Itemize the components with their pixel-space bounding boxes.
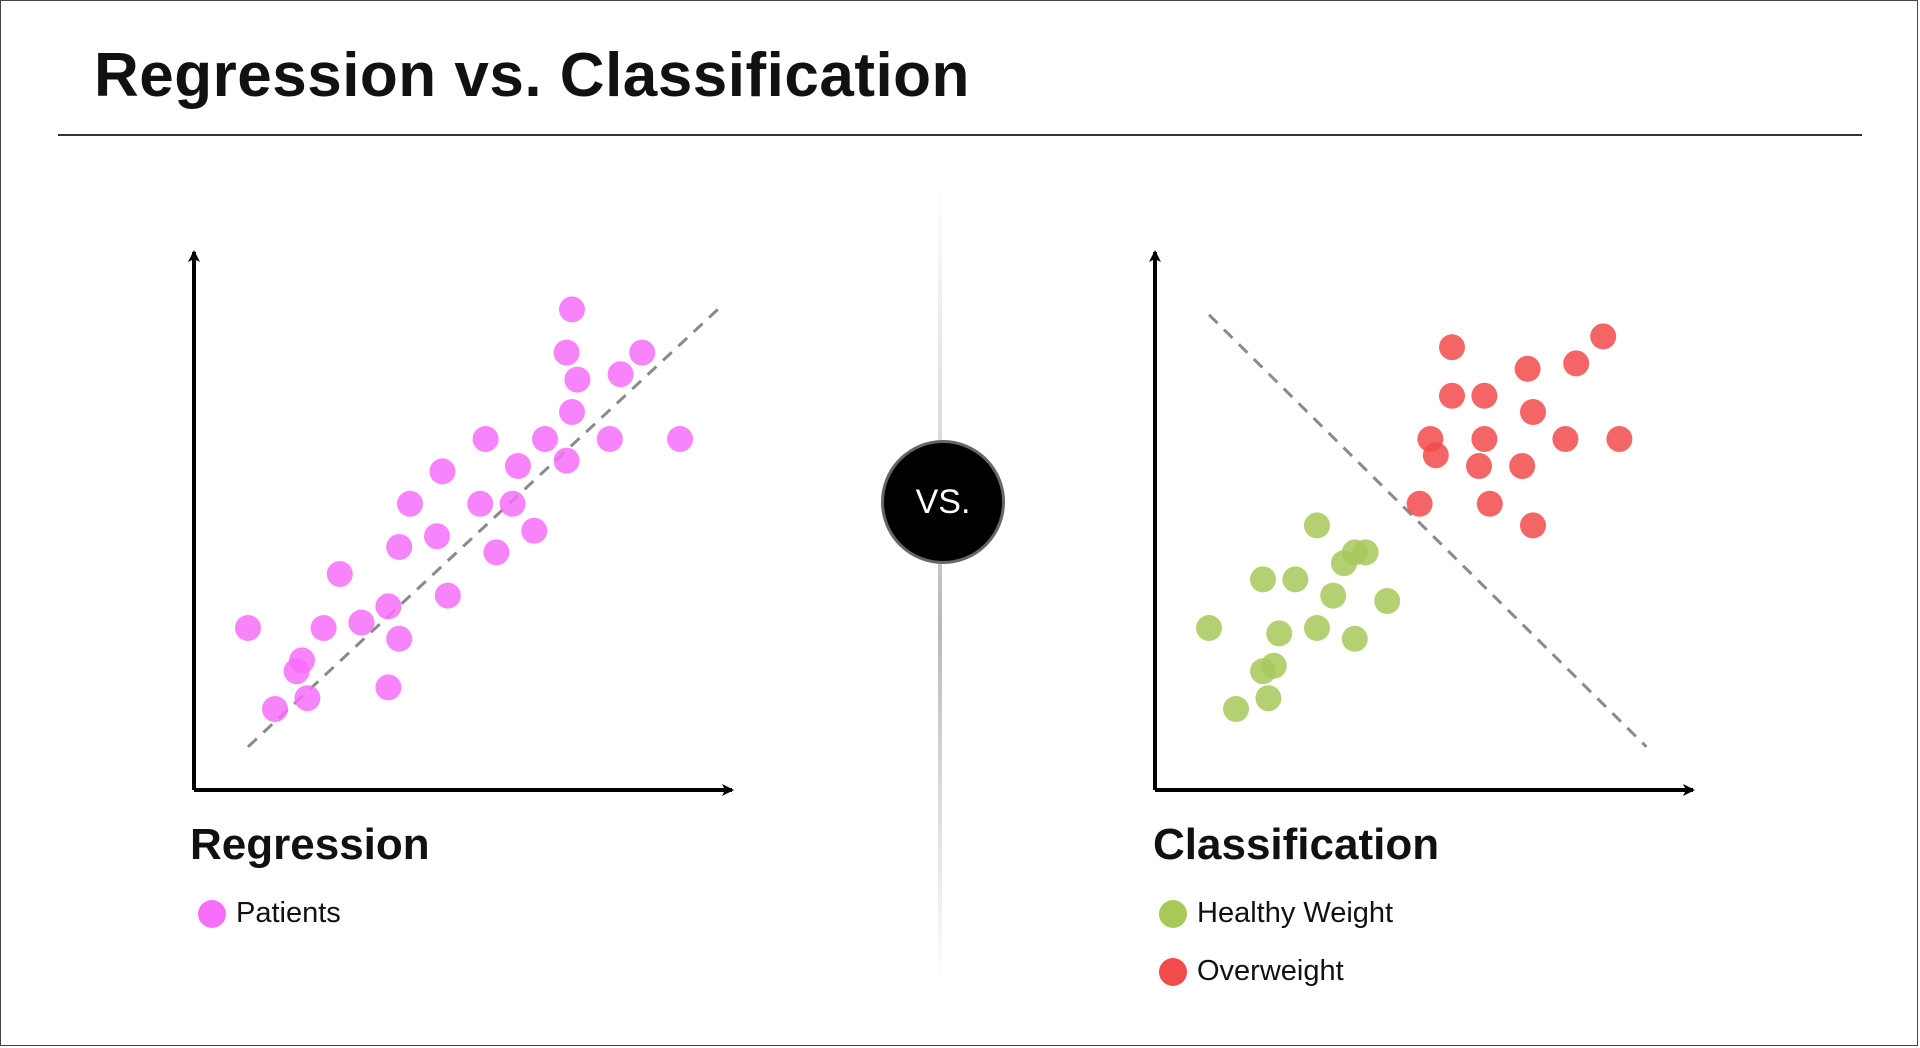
page-title: Regression vs. Classification bbox=[94, 41, 970, 110]
data-point-healthy-weight bbox=[1282, 566, 1309, 593]
legend-item-healthy-weight: Healthy Weight bbox=[1159, 897, 1393, 930]
data-point-patients bbox=[596, 426, 623, 452]
data-point-healthy-weight bbox=[1304, 512, 1330, 539]
data-point-healthy-weight bbox=[1196, 615, 1222, 641]
legend-label-healthy-weight: Healthy Weight bbox=[1197, 897, 1394, 929]
data-point-patients bbox=[559, 399, 585, 425]
regression-trend-line bbox=[246, 308, 719, 748]
data-point-overweight bbox=[1439, 382, 1465, 409]
legend-item-overweight: Overweight bbox=[1159, 955, 1344, 988]
classification-plot bbox=[1149, 250, 1695, 796]
data-point-overweight bbox=[1520, 399, 1546, 425]
data-point-patients bbox=[499, 490, 526, 517]
legend-swatch-healthy-weight bbox=[1159, 899, 1187, 928]
data-point-overweight bbox=[1520, 512, 1546, 539]
data-point-patients bbox=[607, 361, 634, 388]
data-point-patients bbox=[505, 453, 531, 479]
data-point-patients bbox=[294, 685, 321, 712]
data-point-overweight bbox=[1552, 426, 1579, 452]
data-point-patients bbox=[326, 561, 353, 587]
data-point-healthy-weight bbox=[1374, 588, 1401, 614]
data-point-patients bbox=[283, 658, 310, 685]
data-point-patients bbox=[667, 426, 693, 452]
data-point-patients bbox=[397, 490, 423, 517]
data-point-patients bbox=[553, 339, 580, 366]
data-point-healthy-weight bbox=[1341, 625, 1368, 652]
data-point-patients bbox=[429, 458, 456, 485]
data-point-overweight bbox=[1439, 334, 1465, 361]
center-divider bbox=[938, 185, 942, 985]
data-point-healthy-weight bbox=[1304, 615, 1330, 641]
data-point-patients bbox=[629, 339, 656, 366]
data-point-overweight bbox=[1590, 323, 1617, 350]
data-point-healthy-weight bbox=[1266, 620, 1293, 647]
data-point-overweight bbox=[1509, 453, 1536, 479]
title-divider bbox=[58, 134, 1862, 136]
regression-plot bbox=[188, 250, 734, 796]
data-point-patients bbox=[386, 534, 413, 560]
data-point-overweight bbox=[1406, 490, 1433, 517]
data-point-patients bbox=[553, 447, 580, 474]
legend-label-patients: Patients bbox=[236, 897, 341, 929]
data-point-patients bbox=[262, 696, 288, 722]
data-point-patients bbox=[434, 582, 461, 609]
legend-swatch-overweight bbox=[1159, 957, 1187, 986]
data-point-overweight bbox=[1466, 453, 1492, 479]
data-point-patients bbox=[564, 366, 591, 393]
decision-boundary-line bbox=[1207, 313, 1648, 748]
data-point-overweight bbox=[1606, 426, 1633, 452]
data-point-patients bbox=[375, 674, 402, 701]
legend-swatch-patients bbox=[198, 899, 226, 928]
data-point-patients bbox=[348, 609, 375, 636]
data-point-overweight bbox=[1563, 350, 1590, 377]
data-point-overweight bbox=[1514, 355, 1541, 382]
data-point-patients bbox=[472, 426, 499, 452]
data-point-overweight bbox=[1471, 426, 1498, 452]
vs-badge: VS. bbox=[881, 440, 1005, 564]
data-point-patients bbox=[235, 615, 261, 641]
data-point-patients bbox=[467, 490, 494, 517]
data-point-patients bbox=[483, 539, 510, 566]
data-point-patients bbox=[386, 625, 413, 652]
data-point-patients bbox=[521, 517, 548, 544]
data-point-patients bbox=[375, 593, 402, 620]
legend-label-overweight: Overweight bbox=[1197, 955, 1344, 987]
data-point-healthy-weight bbox=[1250, 566, 1276, 593]
data-point-overweight bbox=[1476, 490, 1503, 517]
data-point-patients bbox=[310, 615, 337, 641]
data-point-patients bbox=[532, 426, 558, 452]
legend-item-patients: Patients bbox=[198, 897, 341, 930]
data-point-healthy-weight bbox=[1223, 696, 1249, 722]
data-point-overweight bbox=[1471, 382, 1498, 409]
classification-heading: Classification bbox=[1153, 820, 1440, 869]
regression-heading: Regression bbox=[190, 820, 430, 869]
data-point-healthy-weight bbox=[1250, 658, 1276, 685]
data-point-healthy-weight bbox=[1352, 539, 1379, 566]
data-point-overweight bbox=[1422, 442, 1449, 469]
data-point-patients bbox=[424, 523, 450, 550]
data-point-healthy-weight bbox=[1255, 685, 1282, 712]
vs-label: VS. bbox=[915, 482, 971, 521]
data-point-healthy-weight bbox=[1320, 582, 1347, 609]
data-point-patients bbox=[559, 296, 585, 323]
